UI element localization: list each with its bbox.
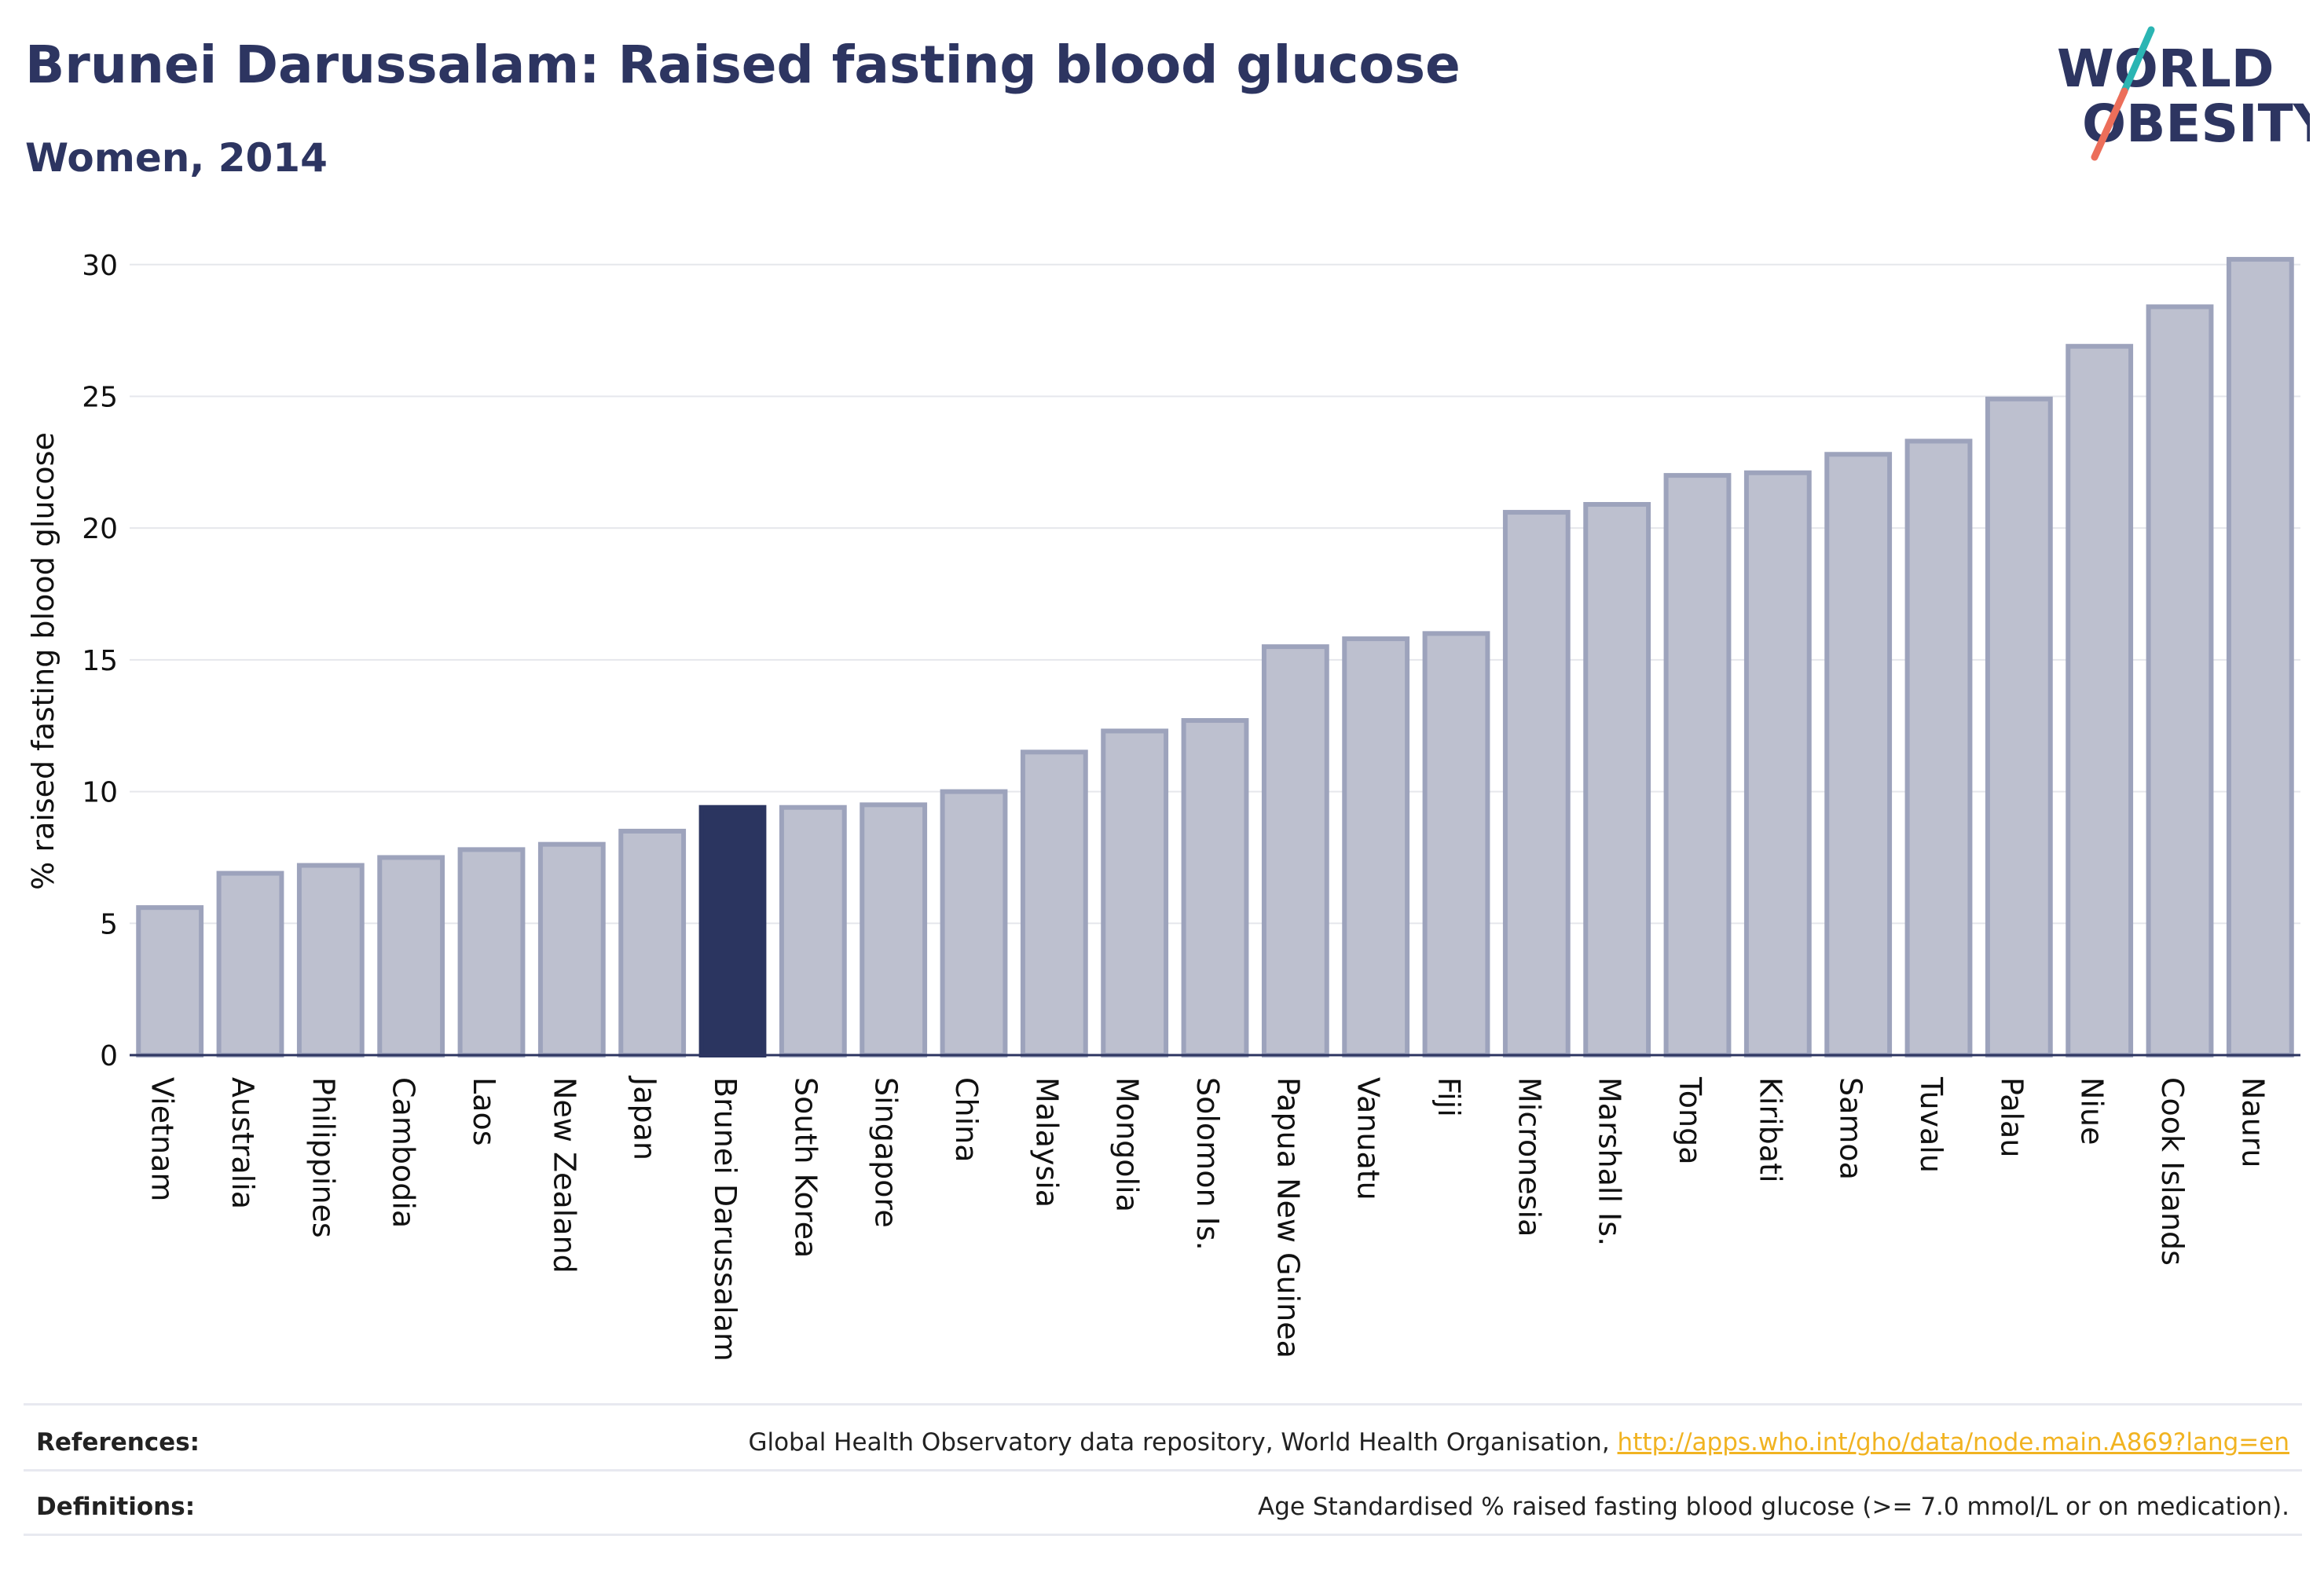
bar-samoa (1824, 452, 1893, 1057)
y-tick-label: 15 (82, 645, 118, 677)
x-tick-label: Vietnam (145, 1077, 180, 1201)
bar-solomon-is (1181, 718, 1249, 1057)
bar-tonga (1663, 473, 1732, 1057)
x-tick-label: Solomon Is. (1190, 1077, 1225, 1251)
references-link[interactable]: http://apps.who.int/gho/data/node.main.A… (1617, 1428, 2289, 1457)
x-tick-label: Japan (628, 1076, 662, 1160)
x-tick-label: Cambodia (387, 1077, 421, 1228)
bar-fiji (1422, 631, 1490, 1057)
x-tick-label: Micronesia (1512, 1077, 1546, 1237)
x-tick-label: Philippines (306, 1077, 340, 1238)
x-tick-label: Australia (225, 1077, 260, 1209)
y-tick-label: 30 (82, 250, 118, 282)
x-tick-label: Papua New Guinea (1270, 1077, 1305, 1358)
y-axis-ticks: 0 5 10 15 20 25 30 (82, 250, 118, 1072)
x-tick-label: Cook Islands (2155, 1077, 2190, 1266)
bar-china (940, 789, 1008, 1057)
bar-tuvalu (1904, 438, 1973, 1057)
x-tick-label: Kiribati (1753, 1077, 1787, 1183)
y-tick-label: 25 (82, 381, 118, 413)
y-axis-label: % raised fasting blood glucose (26, 432, 60, 890)
bar-niue (2066, 343, 2134, 1057)
x-tick-label: Brunei Darussalam (708, 1077, 742, 1362)
x-tick-label: Fiji (1431, 1077, 1466, 1117)
x-tick-label: Mongolia (1110, 1077, 1145, 1212)
bar-micronesia (1502, 510, 1571, 1057)
x-tick-label: Laos (467, 1077, 501, 1146)
references-text: Global Health Observatory data repositor… (748, 1428, 1618, 1457)
bar-laos (457, 847, 526, 1058)
x-tick-label: Marshall Is. (1593, 1077, 1627, 1246)
bar-south-korea (779, 804, 847, 1057)
bar-cook-islands (2146, 304, 2214, 1058)
bar-mongolia (1101, 728, 1169, 1058)
bar-new-zealand (537, 841, 606, 1057)
logo-slash-teal (2119, 26, 2155, 98)
bar-kiribati (1743, 470, 1812, 1057)
definitions-row: Definitions: Age Standardised % raised f… (24, 1475, 2302, 1538)
bar-marshall-is (1583, 501, 1651, 1057)
bar-vietnam (136, 905, 204, 1058)
x-tick-label: Niue (2075, 1077, 2110, 1145)
chart-title: Brunei Darussalam: Raised fasting blood … (25, 35, 1461, 95)
logo-text-world: WORLD (2057, 38, 2275, 99)
x-axis-labels: Vietnam Australia Philippines Cambodia Laos N… (145, 1076, 2271, 1362)
x-tick-label: Vanuatu (1351, 1077, 1386, 1200)
x-tick-label: Nauru (2235, 1077, 2270, 1168)
y-tick-label: 5 (100, 908, 118, 940)
y-tick-label: 10 (82, 777, 118, 809)
bar-chart: 0 5 10 15 20 25 30 Vietnam Australia Philippines… (26, 250, 2300, 1362)
bar-malaysia (1020, 750, 1088, 1057)
footer-divider-bottom (24, 1534, 2302, 1536)
bars (136, 257, 2294, 1058)
bar-papua-new-guinea (1261, 644, 1329, 1057)
footer-divider-mid (24, 1469, 2302, 1472)
references-label: References: (36, 1428, 200, 1457)
chart-subtitle: Women, 2014 (25, 135, 328, 181)
x-tick-label: Malaysia (1029, 1077, 1064, 1208)
x-tick-label: South Korea (788, 1077, 823, 1258)
x-tick-label: Tonga (1673, 1076, 1707, 1165)
references-value: Global Health Observatory data repositor… (748, 1428, 2302, 1457)
bar-japan (618, 828, 687, 1057)
x-tick-label: Tuvalu (1914, 1076, 1948, 1173)
y-tick-label: 0 (100, 1040, 118, 1072)
bar-singapore (860, 802, 928, 1057)
y-tick-label: 20 (82, 513, 118, 545)
x-tick-label: China (949, 1077, 984, 1163)
bar-vanuatu (1342, 636, 1410, 1057)
bar-palau (1985, 396, 2053, 1057)
bar-brunei-darussalam (698, 804, 767, 1057)
bar-nauru (2226, 257, 2294, 1057)
logo-slash-coral (2091, 87, 2128, 161)
definitions-label: Definitions: (36, 1493, 196, 1521)
bar-australia (216, 870, 284, 1058)
world-obesity-logo: WORLD OBESITY (2057, 26, 2310, 161)
x-tick-label: Singapore (869, 1077, 904, 1228)
bar-cambodia (377, 855, 445, 1057)
x-tick-label: Palau (1994, 1077, 2029, 1157)
x-tick-label: New Zealand (547, 1077, 581, 1274)
bar-philippines (296, 863, 365, 1057)
definitions-value: Age Standardised % raised fasting blood … (1258, 1493, 2289, 1521)
x-tick-label: Samoa (1834, 1077, 1868, 1180)
references-row: References: Global Health Observatory da… (24, 1411, 2302, 1474)
footer-divider-top (24, 1403, 2302, 1406)
